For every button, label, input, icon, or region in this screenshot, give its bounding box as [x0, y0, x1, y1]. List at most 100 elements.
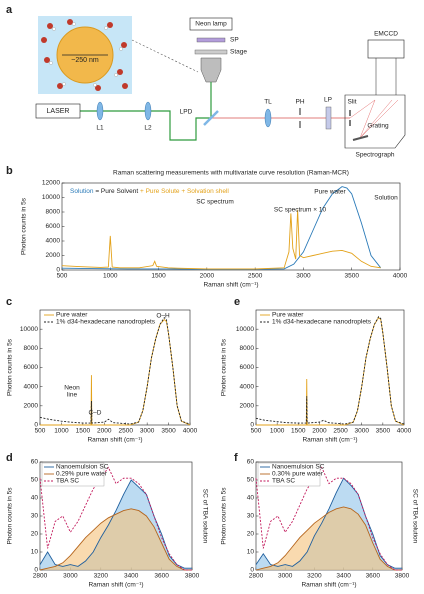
panel-label: b: [6, 165, 13, 177]
lens: [96, 101, 104, 121]
x-tick-label: 3600: [154, 573, 169, 580]
legend-label: 1% d34-hexadecane nanodroplets: [272, 319, 372, 326]
y-tick-label: 8000: [24, 345, 39, 352]
lamp-label: Neon lamp: [195, 21, 227, 28]
objective: [200, 57, 222, 83]
y-tick-label: 8000: [46, 209, 61, 216]
annotation: SC spectrum × 10: [274, 207, 327, 214]
annotation: Neon: [64, 385, 80, 392]
y-tick-label: 6000: [24, 364, 39, 371]
x-axis-label: Raman shift (cm⁻¹): [203, 282, 258, 289]
x-tick-label: 3000: [140, 428, 155, 435]
legend-label: 1% d34-hexadecane nanodroplets: [56, 319, 156, 326]
y-axis-label: Photon counts in 5s: [7, 338, 14, 396]
x-tick-label: 500: [35, 428, 46, 435]
laser-box: [35, 103, 81, 119]
x-tick-label: 3000: [354, 428, 369, 435]
camera-mount: [375, 58, 397, 95]
x-tick-label: 3800: [185, 573, 200, 580]
laser-beam: [80, 82, 212, 141]
l1-label: L1: [96, 125, 104, 132]
spectrograph-box: [344, 94, 406, 149]
x-tick-label: 2800: [33, 573, 48, 580]
y-tick-label: 30: [247, 513, 255, 520]
y-tick-label: 40: [31, 495, 39, 502]
y-tick-label: 20: [31, 531, 39, 538]
x-tick-label: 3200: [307, 573, 322, 580]
equation-term: +: [181, 188, 185, 195]
lp-label: LP: [324, 97, 332, 104]
series-line: [255, 506, 402, 571]
legend-label: 0.29% pure water: [56, 471, 108, 478]
y-tick-label: 2000: [240, 403, 255, 410]
equation-term: Solvation shell: [187, 188, 229, 195]
legend-label: TBA SC: [56, 478, 79, 485]
x-axis-label: Raman shift (cm⁻¹): [87, 437, 142, 444]
x-axis-label: Raman shift (cm⁻¹): [302, 437, 357, 444]
equation-term: +: [140, 188, 144, 195]
y-tick-label: 0: [34, 567, 38, 574]
x-tick-label: 2500: [248, 273, 263, 280]
legend-box: [257, 462, 321, 487]
lens: [264, 108, 272, 128]
y-tick-label: 30: [31, 513, 39, 520]
lens: [144, 101, 152, 121]
y-tick-label: 60: [31, 459, 39, 466]
equation-term: Pure Solute: [146, 188, 180, 195]
y-tick-label: 4000: [46, 238, 61, 245]
series-label: SC spectrum: [196, 199, 234, 206]
y-tick-label: 60: [247, 459, 255, 466]
stage-label: Stage: [230, 49, 247, 56]
y-tick-label: 40: [247, 495, 255, 502]
series-line: [39, 508, 192, 571]
y-tick-label: 50: [31, 477, 39, 484]
y2-axis-label: SC of TBA solution: [201, 489, 208, 544]
y-tick-label: 10: [247, 549, 255, 556]
area: [256, 507, 402, 570]
y-tick-label: 6000: [46, 223, 61, 230]
annotation: Pure water: [314, 189, 346, 196]
legend-label: TBA SC: [272, 478, 295, 485]
legend-label: Nanoemulsion SC: [272, 464, 325, 471]
series-line: [39, 316, 191, 425]
panel-label: f: [234, 452, 238, 464]
series-line: [255, 315, 405, 425]
series-line: [255, 477, 402, 569]
annotation: O–H: [156, 313, 170, 320]
emccd-label: EMCCD: [374, 31, 398, 38]
equation-term: Pure Solvent: [101, 188, 138, 195]
rays: [349, 99, 399, 139]
y-tick-label: 4000: [24, 383, 39, 390]
zoom-line: [131, 39, 199, 73]
x-tick-label: 3500: [344, 273, 359, 280]
annotation: line: [67, 392, 78, 399]
x-tick-label: 3000: [296, 273, 311, 280]
y-tick-label: 0: [250, 422, 254, 429]
plot-frame: [61, 182, 401, 271]
y-axis-label: Photon counts in 5s: [221, 487, 228, 545]
x-tick-label: 2000: [312, 428, 327, 435]
lamp-box: [189, 17, 233, 31]
x-tick-label: 1500: [151, 273, 166, 280]
y-tick-label: 12000: [42, 180, 60, 187]
x-axis-label: Raman shift (cm⁻¹): [301, 582, 356, 589]
series-line: [61, 209, 381, 270]
x-tick-label: 2500: [333, 428, 348, 435]
y-tick-label: 10000: [20, 326, 38, 333]
y-tick-label: 10: [31, 549, 39, 556]
x-tick-label: 3000: [63, 573, 78, 580]
y-tick-label: 6000: [240, 364, 255, 371]
y-tick-label: 0: [34, 422, 38, 429]
x-tick-label: 3200: [94, 573, 109, 580]
y2-axis-label: SC of TBA solution: [411, 489, 418, 544]
x-tick-label: 2500: [118, 428, 133, 435]
sp-label: SP: [230, 37, 239, 44]
area: [40, 508, 192, 570]
x-tick-label: 1000: [103, 273, 118, 280]
x-tick-label: 3400: [124, 573, 139, 580]
series-label: Solution: [374, 195, 398, 202]
panel-label: a: [6, 4, 13, 16]
l2-label: L2: [144, 125, 152, 132]
x-tick-label: 4000: [393, 273, 408, 280]
x-tick-label: 3000: [278, 573, 293, 580]
